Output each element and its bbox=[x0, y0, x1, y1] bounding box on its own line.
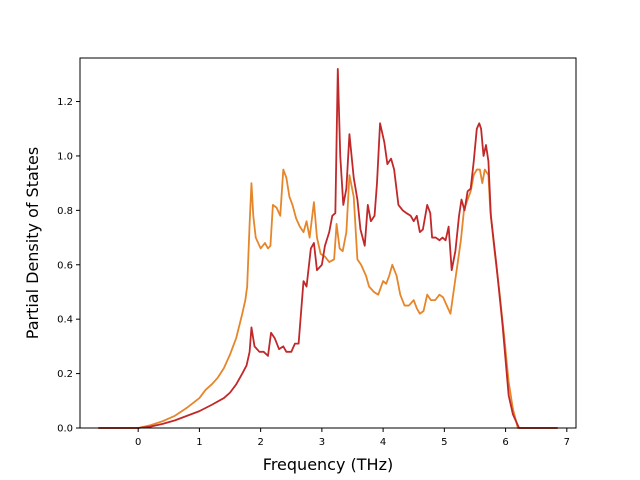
y-axis-ticks: 0.0 0.2 0.4 0.6 0.8 1.0 1.2 bbox=[57, 97, 80, 435]
x-tick-label: 1 bbox=[196, 437, 202, 448]
x-tick-label: 7 bbox=[564, 437, 570, 448]
y-tick-label: 0.0 bbox=[57, 424, 73, 435]
y-axis-label: Partial Density of States bbox=[23, 147, 42, 339]
x-tick-label: 0 bbox=[135, 437, 141, 448]
x-axis-ticks: 0 1 2 3 4 5 6 7 bbox=[135, 428, 570, 448]
x-tick-label: 2 bbox=[257, 437, 263, 448]
x-tick-label: 3 bbox=[319, 437, 325, 448]
plot-lines bbox=[98, 67, 558, 429]
y-tick-label: 0.2 bbox=[57, 369, 73, 380]
axes-frame bbox=[79, 57, 577, 429]
series-line-2 bbox=[98, 67, 558, 429]
y-tick-label: 1.2 bbox=[57, 97, 73, 108]
x-axis-label: Frequency (THz) bbox=[263, 455, 393, 474]
x-tick-label: 5 bbox=[441, 437, 447, 448]
series-line-1 bbox=[98, 168, 558, 429]
y-tick-label: 1.0 bbox=[57, 151, 73, 162]
y-tick-label: 0.6 bbox=[57, 260, 73, 271]
x-tick-label: 6 bbox=[502, 437, 508, 448]
x-tick-label: 4 bbox=[380, 437, 386, 448]
y-tick-label: 0.8 bbox=[57, 206, 73, 217]
y-tick-label: 0.4 bbox=[57, 315, 73, 326]
